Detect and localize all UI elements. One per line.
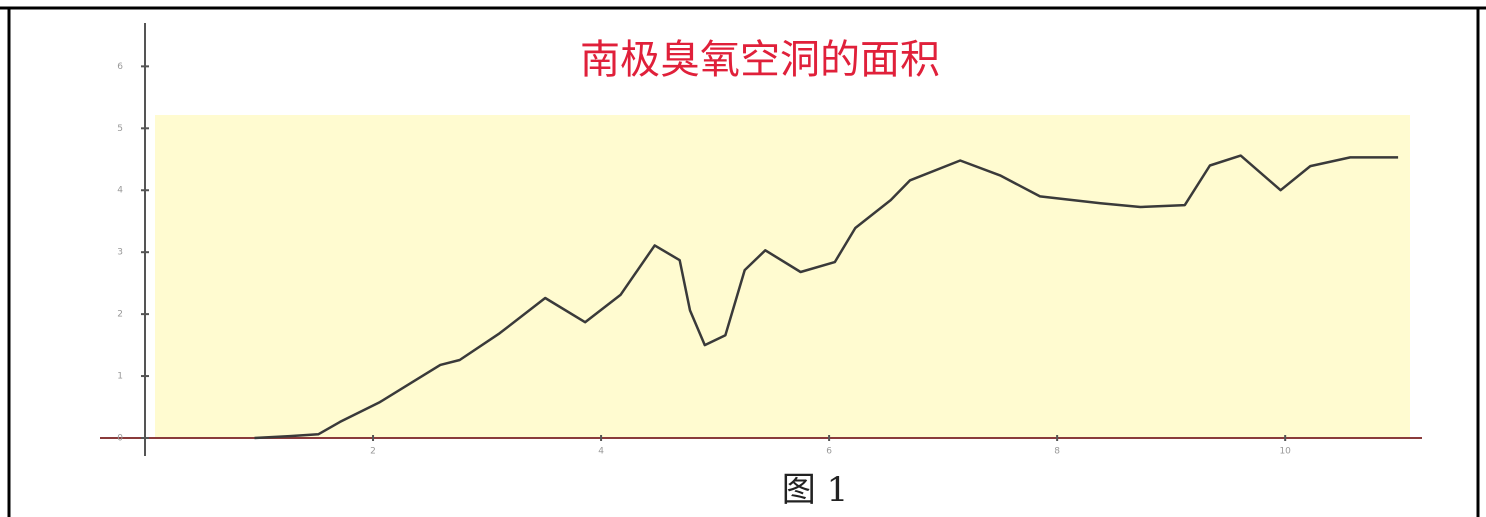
chart-title: 南极臭氧空洞的面积 bbox=[580, 37, 940, 83]
y-tick-label: 1 bbox=[117, 372, 123, 382]
data-line bbox=[254, 154, 1399, 440]
x-tick-label: 2 bbox=[370, 447, 376, 457]
figure-caption: 图 1 bbox=[782, 470, 848, 510]
x-tick-label: 6 bbox=[826, 447, 832, 457]
y-tick-label: 3 bbox=[117, 248, 123, 258]
y-tick-label: 0 bbox=[117, 434, 123, 444]
plot-background bbox=[155, 115, 1410, 438]
y-tick-label: 2 bbox=[117, 310, 123, 320]
x-tick-label: 10 bbox=[1279, 447, 1291, 457]
x-tick-label: 8 bbox=[1054, 447, 1060, 457]
y-tick-label: 6 bbox=[117, 62, 123, 72]
y-tick-label: 5 bbox=[117, 124, 123, 134]
x-tick-label: 4 bbox=[598, 447, 604, 457]
y-tick-label: 4 bbox=[117, 186, 123, 196]
